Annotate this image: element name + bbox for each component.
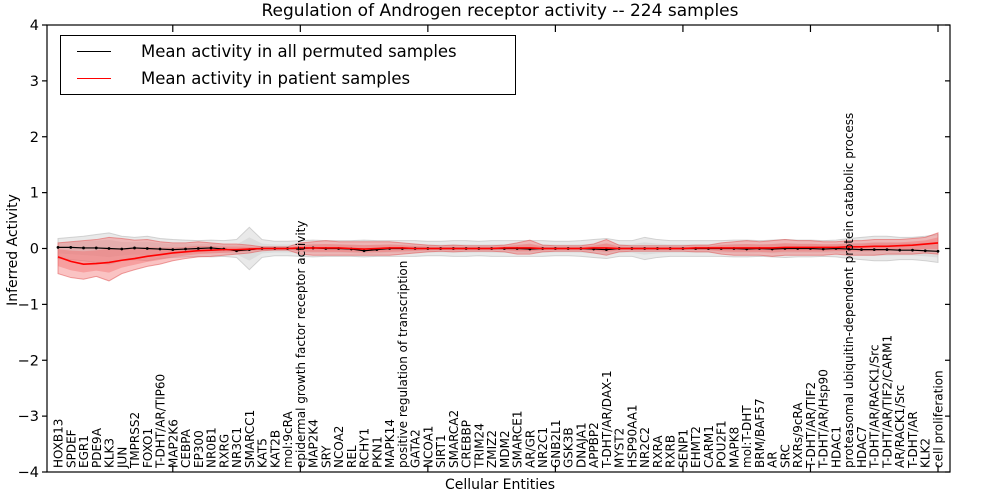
x-entity-label: GNB2L1: [549, 420, 563, 468]
legend-item-permuted: Mean activity in all permuted samples: [61, 38, 515, 65]
x-entity-label: MAP2K4: [307, 419, 321, 468]
x-entity-label: POU2F1: [715, 420, 729, 468]
x-entity-label: mol:9cRA: [281, 411, 295, 468]
x-entity-label: TRIM24: [472, 423, 486, 469]
x-entity-label: epidermal growth factor receptor activit…: [294, 221, 308, 468]
patient-mean-line: [57, 242, 939, 265]
x-entity-label: NR2C2: [638, 427, 652, 468]
x-entity-label: SENP1: [676, 429, 690, 468]
x-entity-label: EP300: [192, 430, 206, 468]
x-entity-label: APPBP2: [587, 422, 601, 468]
x-entity-label: KAT2B: [268, 430, 282, 468]
y-tick-label: −2: [18, 353, 39, 369]
x-entity-label: NCOA1: [421, 426, 435, 468]
x-entity-labels: HOXB13SPDEFEGR1PDE9AKLK3JUNTMPRSS2FOXO1T…: [52, 113, 946, 469]
patient-line-sample: [77, 78, 111, 79]
patient-confidence-band: [57, 232, 939, 282]
x-entity-label: HSP90AA1: [625, 404, 639, 468]
x-entity-label: SRC: [778, 444, 792, 468]
x-entity-label: DNAJA1: [574, 422, 588, 468]
x-entity-label: MAPK14: [383, 419, 397, 468]
x-entity-label: PDE9A: [90, 427, 104, 468]
x-entity-label: NCOA2: [332, 426, 346, 468]
x-entity-label: EGR1: [77, 435, 91, 468]
y-tick-label: −1: [18, 297, 39, 313]
x-entity-label: PKN1: [370, 436, 384, 468]
x-entity-label: HDAC7: [855, 426, 869, 468]
x-entity-label: CEBPA: [179, 428, 193, 468]
x-entity-label: T-DHT/AR/TIP60: [154, 374, 168, 469]
x-entity-label: KLK2: [919, 438, 933, 468]
x-entity-label: MYST2: [613, 428, 627, 468]
x-entity-label: CARM1: [702, 425, 716, 468]
x-entity-label: GATA2: [409, 429, 423, 468]
x-entity-label: ZMIZ2: [485, 430, 499, 468]
x-entity-label: SRY: [319, 445, 333, 468]
x-axis-label: Cellular Entities: [444, 477, 556, 493]
x-entity-label: T-DHT/AR/TIF2/CARM1: [880, 335, 894, 469]
chart-title: Regulation of Androgen receptor activity…: [261, 1, 739, 21]
x-entity-label: HDAC1: [829, 426, 843, 468]
y-tick-label: 4: [30, 18, 39, 34]
x-entity-label: AR/GR: [523, 430, 537, 468]
x-entity-label: SMARCE1: [511, 410, 525, 468]
y-tick-label: 1: [30, 186, 39, 202]
legend-label-patient: Mean activity in patient samples: [141, 69, 411, 88]
x-entity-label: SMARCC1: [243, 410, 257, 468]
permuted-line-sample: [77, 51, 111, 52]
x-entity-label: NR0B1: [205, 427, 219, 468]
x-entity-label: SMARCA2: [447, 410, 461, 468]
y-tick-label: −3: [18, 409, 39, 425]
x-entity-label: MAP2K6: [166, 419, 180, 468]
x-entity-label: RXRs/9cRA: [791, 402, 805, 468]
x-entity-label: CREBBP: [460, 420, 474, 468]
x-entity-label: NR2C1: [536, 427, 550, 468]
x-entity-label: T-DHT/AR/TIF2: [804, 382, 818, 469]
x-entity-label: T-DHT/AR/DAX-1: [600, 370, 614, 469]
x-entity-label: NR3C1: [230, 427, 244, 468]
x-entity-label: RXRA: [651, 435, 665, 468]
x-entity-label: SPDEF: [64, 429, 78, 468]
legend-item-patient: Mean activity in patient samples: [61, 65, 515, 92]
x-entity-label: FOXO1: [141, 428, 155, 468]
x-entity-label: TMPRSS2: [128, 412, 142, 469]
x-entity-label: proteasomal ubiquitin-dependent protein …: [842, 113, 856, 468]
x-entity-label: SIRT1: [434, 434, 448, 468]
x-entity-label: MAPK8: [727, 427, 741, 468]
x-entity-label: RCHY1: [358, 428, 372, 468]
legend: Mean activity in all permuted samples Me…: [60, 35, 516, 95]
x-entity-label: REL: [345, 445, 359, 468]
x-entity-label: RXRG: [217, 434, 231, 468]
x-entity-label: KLK3: [103, 438, 117, 468]
y-tick-label: −4: [18, 465, 39, 481]
x-entity-label: T-DHT/AR/RACK1/Src: [868, 345, 882, 469]
x-ticks: [172, 25, 939, 472]
y-axis-label: Inferred Activity: [5, 194, 21, 306]
y-tick-label: 2: [30, 130, 39, 146]
y-tick-label: 0: [30, 242, 39, 258]
x-entity-label: cell proliferation: [932, 370, 946, 468]
x-entity-label: EHMT2: [689, 426, 703, 468]
x-entity-label: BRM/BAF57: [753, 398, 767, 468]
x-entity-label: positive regulation of transcription: [396, 261, 410, 468]
x-entity-label: MDM2: [498, 430, 512, 468]
x-entity-label: AR/RACK1/Src: [893, 385, 907, 468]
x-entity-label: RXRB: [664, 435, 678, 468]
x-entity-label: mol:T-DHT: [740, 405, 754, 468]
y-tick-label: 3: [30, 74, 39, 90]
x-entity-label: AR: [766, 451, 780, 468]
x-entity-label: T-DHT/AR: [906, 411, 920, 469]
x-entity-label: T-DHT/AR/Hsp90: [817, 369, 831, 469]
x-entity-label: HOXB13: [52, 419, 66, 468]
y-tick-labels: −4 −3 −2 −1 0 1 2 3 4: [18, 18, 950, 481]
x-entity-label: JUN: [115, 447, 129, 469]
x-entity-label: GSK3B: [562, 427, 576, 468]
legend-label-permuted: Mean activity in all permuted samples: [141, 42, 457, 61]
x-entity-label: KAT5: [256, 438, 270, 468]
